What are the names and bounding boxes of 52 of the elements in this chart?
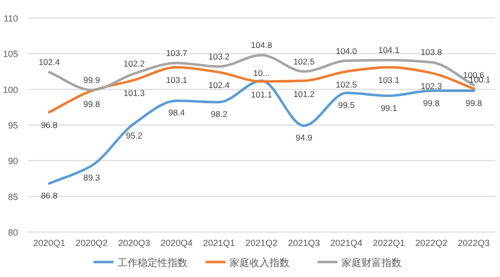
data-label: 104.1 xyxy=(378,45,400,56)
data-label: 99.8 xyxy=(466,98,482,108)
data-label: 10... xyxy=(253,68,270,78)
data-label: 99.1 xyxy=(380,102,398,113)
data-label: 101.3 xyxy=(123,88,146,98)
y-tick-label: 105 xyxy=(2,49,18,60)
y-tick-label: 95 xyxy=(8,120,18,130)
x-tick-label: 2022Q3 xyxy=(458,238,490,248)
legend-label: 家庭收入指数 xyxy=(230,257,290,269)
x-tick-label: 2021Q2 xyxy=(245,238,278,248)
data-label: 98.2 xyxy=(210,109,228,120)
data-label: 102.5 xyxy=(293,56,315,66)
data-label: 104.8 xyxy=(250,40,272,50)
data-label: 103.2 xyxy=(208,52,230,62)
data-label: 101.2 xyxy=(293,88,315,99)
y-tick-label: 80 xyxy=(8,228,18,238)
data-label: 103.1 xyxy=(166,75,188,86)
x-tick-label: 2021Q4 xyxy=(330,238,362,248)
data-label: 103.7 xyxy=(166,48,188,58)
x-tick-label: 2020Q1 xyxy=(33,238,66,248)
x-tick-label: 2020Q2 xyxy=(76,238,108,248)
data-label: 102.2 xyxy=(123,58,146,69)
x-tick-label: 2020Q4 xyxy=(160,238,193,248)
x-tick-label: 2021Q3 xyxy=(288,238,320,248)
data-label: 102.4 xyxy=(208,80,230,90)
data-label: 102.5 xyxy=(336,80,358,90)
data-label: 86.8 xyxy=(40,190,58,200)
data-label: 99.9 xyxy=(83,75,100,86)
y-tick-label: 85 xyxy=(8,192,18,202)
data-label: 95.2 xyxy=(126,130,143,141)
data-label: 103.8 xyxy=(420,47,442,58)
data-label: 103.1 xyxy=(378,75,400,86)
x-tick-label: 2022Q2 xyxy=(415,238,448,248)
data-label: 102.4 xyxy=(38,57,60,68)
legend-label: 家庭财富指数 xyxy=(342,257,402,269)
data-label: 99.8 xyxy=(83,98,100,109)
data-label: 102.3 xyxy=(420,80,442,91)
legend-label: 工作稳定性指数 xyxy=(118,257,188,269)
data-label: 94.9 xyxy=(296,132,312,143)
x-tick-label: 2022Q1 xyxy=(372,238,405,248)
data-label: 99.5 xyxy=(338,100,355,110)
data-label: 89.3 xyxy=(83,172,100,183)
data-label: 98.4 xyxy=(168,108,186,118)
data-label: 99.8 xyxy=(423,98,440,108)
data-label: 96.8 xyxy=(40,120,58,130)
y-tick-label: 110 xyxy=(4,14,18,24)
data-label: 101.1 xyxy=(250,89,272,100)
data-label: 104.0 xyxy=(336,46,358,56)
y-tick-label: 90 xyxy=(8,156,18,166)
x-tick-label: 2021Q1 xyxy=(203,238,236,248)
y-tick-label: 100 xyxy=(2,84,18,95)
x-tick-label: 2020Q3 xyxy=(118,238,150,248)
